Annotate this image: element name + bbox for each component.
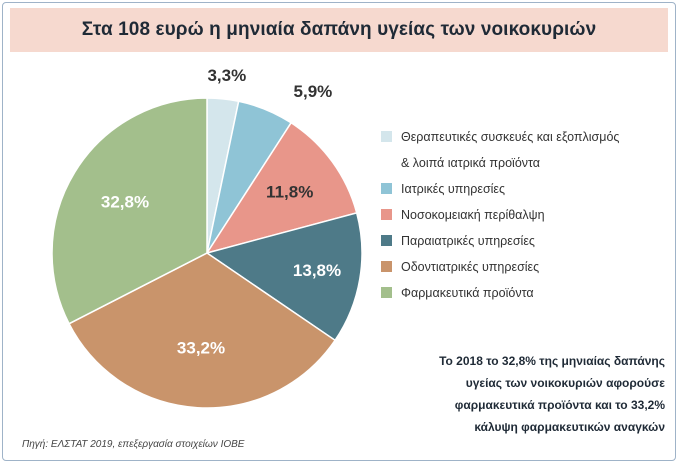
source-note: Πηγή: ΕΛΣΤΑΤ 2019, επεξεργασία στοιχείων… [22, 439, 245, 450]
legend-item-4: Παραιατρικές υπηρεσίες [381, 228, 671, 254]
legend-label: Νοσοκομειακή περίθαλψη [401, 208, 545, 222]
legend-item-5: Οδοντιατρικές υπηρεσίες [381, 254, 671, 280]
legend-label: Θεραπευτικές συσκευές και εξοπλισμός & λο… [401, 130, 620, 170]
legend-item-6: Φαρμακευτικά προϊόντα [381, 280, 671, 306]
legend-swatch [381, 209, 392, 220]
pie-slice-6 [51, 97, 208, 325]
note-line-4: κάλυψη φαρμακευτικών αναγκών [474, 420, 665, 434]
slice-data-label-2: 5,9% [294, 82, 333, 101]
note-line-1: Το 2018 το 32,8% της μηνιαίας δαπάνης [439, 354, 665, 368]
title-banner: Στα 108 ευρώ η μηνιαία δαπάνη υγείας των… [10, 8, 668, 52]
legend-swatch [381, 261, 392, 272]
summary-note: Το 2018 το 32,8% της μηνιαίας δαπάνης υγε… [395, 350, 665, 438]
slice-data-label-1: 3,3% [207, 66, 246, 85]
note-line-3: φαρμακευτικά προϊόντα και το 33,2% [454, 398, 665, 412]
legend: Θεραπευτικές συσκευές και εξοπλισμός & λο… [381, 124, 671, 306]
legend-item-2: Ιατρικές υπηρεσίες [381, 176, 671, 202]
slice-data-label-4: 13,8% [293, 261, 341, 280]
legend-item-3: Νοσοκομειακή περίθαλψη [381, 202, 671, 228]
slice-data-label-6: 32,8% [101, 192, 149, 211]
legend-swatch [381, 287, 392, 298]
legend-label: Παραιατρικές υπηρεσίες [401, 234, 535, 248]
slice-data-label-3: 11,8% [266, 182, 313, 201]
pie-slice-4 [205, 211, 363, 342]
legend-label: Ιατρικές υπηρεσίες [401, 182, 506, 196]
legend-label: Οδοντιατρικές υπηρεσίες [401, 260, 540, 274]
pie-slice-3 [205, 121, 358, 255]
page-title: Στα 108 ευρώ η μηνιαία δαπάνη υγείας των… [81, 19, 597, 40]
legend-swatch [381, 235, 392, 246]
pie-slice-5 [68, 252, 337, 409]
legend-swatch [381, 131, 392, 142]
note-line-2: υγείας των νοικοκυριών αφορούσε [465, 376, 665, 390]
legend-label: Φαρμακευτικά προϊόντα [401, 286, 534, 300]
legend-item-1: Θεραπευτικές συσκευές και εξοπλισμός & λο… [381, 124, 671, 176]
legend-swatch [381, 183, 392, 194]
slice-data-label-5: 33,2% [177, 338, 225, 357]
